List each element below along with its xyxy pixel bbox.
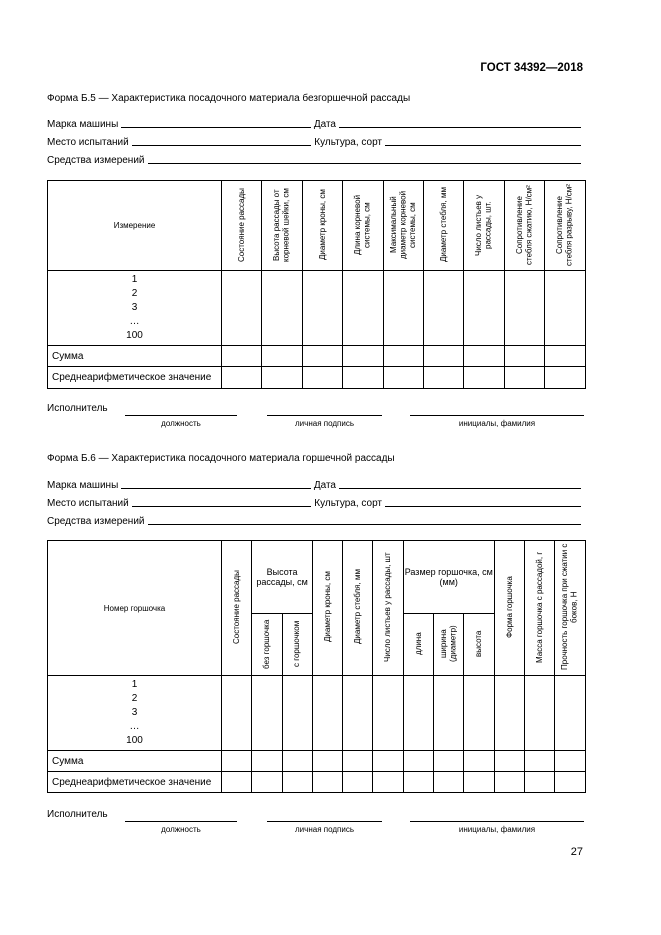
label-crop: Культура, сорт (314, 137, 382, 148)
col-height: Высота рассады от корневой шейки, см (261, 180, 303, 271)
page-number: 27 (570, 846, 583, 858)
row-numbers: 1 2 3… 100 (47, 270, 222, 346)
col-crown: Диаметр кроны, см (301, 180, 344, 271)
header-row: Измерение Состояние рассады Высота расса… (47, 180, 586, 271)
header-row: Номер горшочка Состояние рассады Высота … (47, 540, 586, 676)
col-state: Состояние рассады (220, 180, 263, 271)
blank-line (339, 126, 581, 128)
form2-table: Номер горшочка Состояние рассады Высота … (47, 540, 586, 793)
blank-line (147, 162, 581, 164)
form2-row-place: Место испытаний Культура, сорт (47, 496, 584, 509)
form1-row-machine: Марка машины Дата (47, 117, 584, 130)
form1-signature: Исполнитель должность личная подпись ини… (47, 403, 584, 433)
col-stem: Диаметр стебля, мм (422, 180, 465, 271)
form2-row-tools: Средства измерений (47, 514, 584, 527)
table-row-mean: Среднеарифметическое значение (47, 366, 586, 389)
form1-row-tools: Средства измерений (47, 153, 584, 166)
col-measurement: Измерение (47, 180, 222, 271)
label-machine: Марка машины (47, 119, 119, 130)
label-date: Дата (313, 119, 336, 130)
blank-line (121, 126, 311, 128)
blank-line (385, 144, 581, 146)
col-leaves: Число листьев у рассады, шт. (463, 180, 505, 271)
col-root-length: Длина корневой системы, см (342, 180, 384, 271)
form2-title: Форма Б.6 — Характеристика посадочного м… (47, 453, 395, 464)
table-row-mean: Среднеарифметическое значение (47, 771, 586, 793)
form1-title: Форма Б.5 — Характеристика посадочного м… (47, 93, 411, 104)
table-row-sum: Сумма (47, 345, 586, 367)
table-row: 1 2 3… 100 (47, 270, 586, 346)
label-tools: Средства измерений (47, 155, 145, 166)
blank-line (131, 144, 312, 146)
col-root-diameter: Максимальный диаметр корневой системы, с… (382, 180, 424, 271)
label-place: Место испытаний (47, 137, 129, 148)
form2-row-machine: Марка машины Дата (47, 478, 584, 491)
form2-signature: Исполнитель должность личная подпись ини… (47, 809, 584, 839)
col-tension: Сопротивление стебля разрыву, Н/см² (544, 180, 586, 271)
col-compression: Сопротивление стебля сжатию, Н/см² (503, 180, 546, 271)
standard-number: ГОСТ 34392—2018 (480, 62, 583, 74)
form1-row-place: Место испытаний Культура, сорт (47, 135, 584, 148)
table-row-sum: Сумма (47, 750, 586, 772)
row-numbers: 1 2 3… 100 (47, 675, 222, 751)
table-row: 1 2 3… 100 (47, 675, 586, 751)
form1-table: Измерение Состояние рассады Высота расса… (47, 180, 586, 389)
